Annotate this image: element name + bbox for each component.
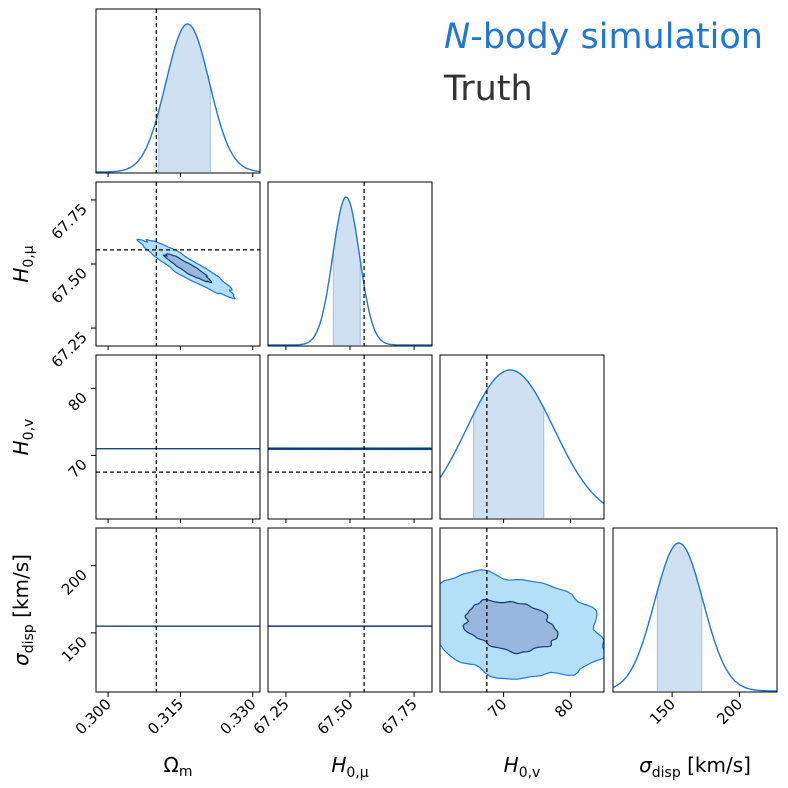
hist-panel-om: [95, 8, 261, 174]
contour-panel-h0v-sig: [439, 527, 605, 693]
panel-frame: [267, 527, 433, 693]
x-tick-label: 200: [713, 695, 746, 728]
panel-frame: [439, 354, 605, 520]
posterior-curve-h0v: [440, 369, 604, 504]
contour-panel-om-h0mu: [95, 181, 261, 347]
interval-band-sig: [657, 543, 702, 691]
x-tick-label: 67.50: [314, 695, 357, 738]
x-tick-label: 67.75: [378, 695, 421, 738]
x-axis-label-om: Ωm: [164, 753, 193, 780]
y-tick-label: 67.50: [48, 264, 91, 307]
legend-simulation: N-body simulation: [444, 20, 763, 55]
contour-1sigma: [162, 253, 213, 284]
hist-panel-h0mu: [267, 181, 433, 347]
hist-panel-sig: [612, 527, 778, 693]
x-axis-label-sig: σdisp [km/s]: [639, 753, 751, 781]
legend-simulation-symbol: N: [444, 17, 471, 57]
y-tick-label: 67.25: [48, 328, 91, 371]
x-tick-label: 80: [551, 695, 577, 721]
legend-simulation-text: -body simulation: [470, 17, 763, 57]
panel-frame: [612, 527, 778, 693]
contour-1sigma: [268, 447, 432, 450]
panel-frame: [95, 527, 261, 693]
interval-band-h0mu: [333, 197, 361, 345]
x-tick-label: 0.315: [144, 695, 187, 738]
y-tick-label: 150: [58, 633, 91, 666]
x-axis-label-h0mu: H0,μ: [331, 753, 368, 781]
contour-panel-h0mu-h0v: [267, 354, 433, 520]
x-tick-label: 150: [646, 695, 679, 728]
panel-frame: [267, 354, 433, 520]
posterior-curve-sig: [613, 542, 777, 692]
y-tick-label: 70: [65, 456, 91, 482]
x-tick-label: 0.300: [72, 695, 115, 738]
x-tick-label: 70: [484, 695, 510, 721]
y-tick-label: 200: [58, 566, 91, 599]
posterior-curve-om: [96, 23, 260, 173]
interval-band-h0v: [473, 370, 544, 518]
y-tick-label: 67.75: [48, 200, 91, 243]
panel-frame: [439, 527, 605, 693]
x-axis-label-h0v: H0,v: [504, 753, 541, 781]
y-axis-label-h0v: H0,v: [9, 419, 37, 456]
legend-truth: Truth: [444, 69, 533, 109]
panel-frame: [95, 354, 261, 520]
y-axis-label-sig: σdisp [km/s]: [9, 554, 37, 666]
x-tick-label: 67.25: [250, 695, 293, 738]
y-axis-label-h0mu: H0,μ: [9, 245, 37, 282]
x-tick-label: 0.330: [216, 695, 259, 738]
hist-panel-h0v: [439, 354, 605, 520]
y-tick-label: 80: [65, 389, 91, 415]
contour-panel-om-h0v: [95, 354, 261, 520]
posterior-curve-h0mu: [268, 196, 432, 346]
contour-panel-om-sig: [95, 527, 261, 693]
panel-frame: [95, 8, 261, 174]
interval-band-om: [158, 24, 211, 172]
